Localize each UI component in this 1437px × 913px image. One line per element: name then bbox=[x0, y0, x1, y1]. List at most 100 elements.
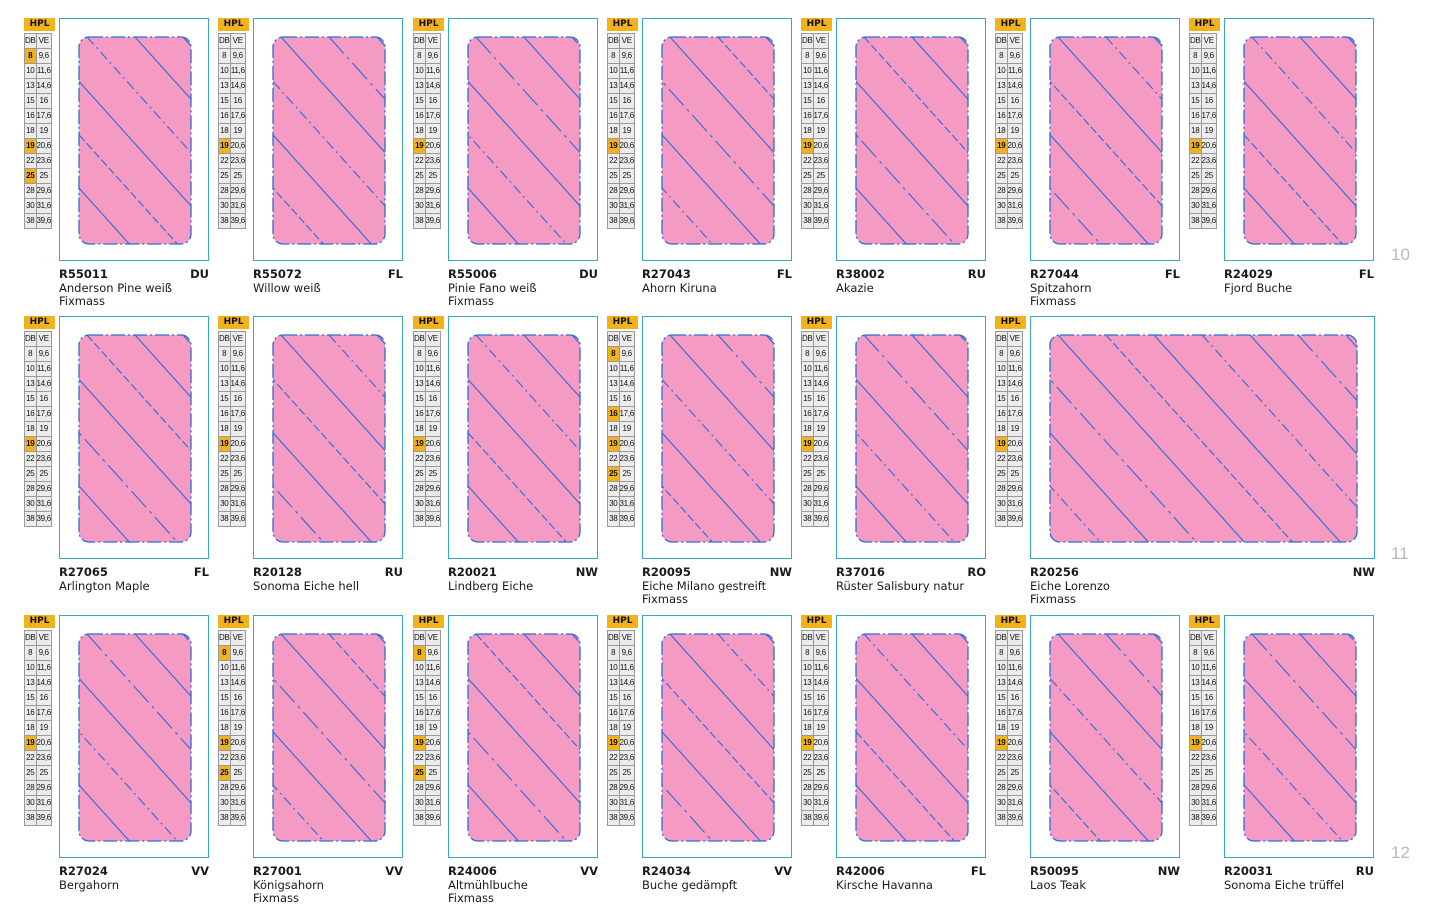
db-value: 30 bbox=[24, 198, 37, 214]
decor-frame[interactable] bbox=[448, 18, 598, 261]
thickness-row: 16 17,6 bbox=[995, 705, 1023, 721]
decor-frame[interactable] bbox=[642, 615, 792, 858]
decor-frame[interactable] bbox=[1030, 18, 1180, 261]
thickness-row: 8 9,6 bbox=[218, 645, 246, 661]
ve-value: 20,6 bbox=[229, 735, 246, 751]
decor-frame[interactable] bbox=[59, 316, 209, 559]
thickness-row: 15 16 bbox=[995, 690, 1023, 706]
thickness-header-row: DB VE bbox=[995, 331, 1023, 347]
decor-frame[interactable] bbox=[836, 18, 986, 261]
db-value: 18 bbox=[801, 421, 814, 437]
decor-frame[interactable] bbox=[253, 316, 403, 559]
decor-frame[interactable] bbox=[59, 18, 209, 261]
thickness-row: 28 29,6 bbox=[413, 481, 441, 497]
decor-frame[interactable] bbox=[642, 316, 792, 559]
thickness-row: 19 20,6 bbox=[218, 138, 246, 154]
db-value: 10 bbox=[607, 361, 620, 377]
ve-value: 19 bbox=[618, 421, 635, 437]
grain-line bbox=[1251, 37, 1356, 244]
ve-value: 20,6 bbox=[812, 735, 829, 751]
ve-value: 31,6 bbox=[1006, 496, 1023, 512]
grain-line bbox=[79, 37, 82, 244]
grain-line bbox=[1057, 335, 1245, 542]
surface-tag: FL bbox=[970, 864, 986, 878]
ve-value: 16 bbox=[229, 93, 246, 109]
ve-value: 20,6 bbox=[812, 138, 829, 154]
thickness-row: 15 16 bbox=[413, 690, 441, 706]
decor-frame[interactable] bbox=[59, 615, 209, 858]
grain-line bbox=[669, 634, 774, 841]
thickness-row: 38 39,6 bbox=[24, 511, 52, 527]
ve-value: 25 bbox=[229, 466, 246, 482]
grain-line bbox=[662, 37, 761, 244]
ve-value: 20,6 bbox=[35, 138, 52, 154]
ve-value: 17,6 bbox=[35, 406, 52, 422]
db-value: 15 bbox=[218, 93, 231, 109]
thickness-row: 18 19 bbox=[801, 421, 829, 437]
ve-value: 20,6 bbox=[812, 436, 829, 452]
ve-value: 9,6 bbox=[229, 48, 246, 64]
grain-line bbox=[79, 335, 82, 542]
ve-value: 14,6 bbox=[229, 78, 246, 94]
thickness-row: 25 25 bbox=[24, 168, 52, 184]
surface-tag: NW bbox=[769, 565, 792, 579]
thickness-row: 25 25 bbox=[1189, 765, 1217, 781]
surface-tag: RU bbox=[967, 267, 986, 281]
db-value: 25 bbox=[995, 466, 1008, 482]
surface-tag: VV bbox=[774, 864, 792, 878]
thickness-row: 19 20,6 bbox=[413, 436, 441, 452]
ve-value: 14,6 bbox=[618, 78, 635, 94]
db-value: 15 bbox=[607, 93, 620, 109]
db-value: 19 bbox=[801, 436, 814, 452]
ve-value: 11,6 bbox=[812, 660, 829, 676]
ve-value: 23,6 bbox=[424, 153, 441, 169]
decor-frame[interactable] bbox=[253, 615, 403, 858]
thickness-header-row: DB VE bbox=[24, 331, 52, 347]
db-value: 16 bbox=[995, 705, 1008, 721]
db-value: 28 bbox=[801, 481, 814, 497]
db-value: 25 bbox=[24, 765, 37, 781]
decor-frame[interactable] bbox=[836, 615, 986, 858]
db-value: 19 bbox=[607, 138, 620, 154]
decor-meta: R37016 RO Rüster Salisbury natur bbox=[836, 565, 986, 593]
decor-frame[interactable] bbox=[1224, 615, 1374, 858]
thickness-row: 38 39,6 bbox=[995, 511, 1023, 527]
thickness-row: 30 31,6 bbox=[1189, 198, 1217, 214]
thickness-row: 16 17,6 bbox=[801, 406, 829, 422]
decor-frame[interactable] bbox=[448, 615, 598, 858]
decor-meta: R27044 FL Spitzahorn Fixmass bbox=[1030, 267, 1180, 309]
decor-frame[interactable] bbox=[253, 18, 403, 261]
thickness-row: 10 11,6 bbox=[218, 361, 246, 377]
ve-value: 14,6 bbox=[229, 675, 246, 691]
db-value: 15 bbox=[801, 391, 814, 407]
db-value: 8 bbox=[1189, 48, 1202, 64]
ve-value: 11,6 bbox=[229, 63, 246, 79]
decor-meta: R55006 DU Pinie Fano weiß Fixmass bbox=[448, 267, 598, 309]
decor-frame[interactable] bbox=[1030, 316, 1375, 559]
db-value: 30 bbox=[801, 795, 814, 811]
thickness-row: 19 20,6 bbox=[607, 138, 635, 154]
db-value: 30 bbox=[24, 795, 37, 811]
decor-frame[interactable] bbox=[448, 316, 598, 559]
grain-line bbox=[273, 37, 324, 244]
ve-header: VE bbox=[424, 630, 441, 646]
swatch-panel bbox=[1243, 36, 1357, 245]
grain-line bbox=[328, 335, 385, 542]
db-header: DB bbox=[607, 33, 620, 49]
decor-frame[interactable] bbox=[642, 18, 792, 261]
decor-meta: R20128 RU Sonoma Eiche hell bbox=[253, 565, 403, 593]
ve-value: 16 bbox=[1006, 690, 1023, 706]
ve-value: 14,6 bbox=[812, 78, 829, 94]
thickness-row: 38 39,6 bbox=[24, 213, 52, 229]
decor-frame[interactable] bbox=[1030, 615, 1180, 858]
decor-name: Fjord Buche bbox=[1224, 280, 1293, 295]
db-value: 19 bbox=[995, 436, 1008, 452]
decor-frame[interactable] bbox=[836, 316, 986, 559]
ve-value: 23,6 bbox=[812, 451, 829, 467]
decor-name: Willow weiß bbox=[253, 280, 321, 295]
decor-frame[interactable] bbox=[1224, 18, 1374, 261]
ve-value: 14,6 bbox=[1006, 78, 1023, 94]
ve-value: 19 bbox=[229, 421, 246, 437]
grain-line bbox=[475, 634, 580, 841]
db-value: 13 bbox=[413, 675, 426, 691]
